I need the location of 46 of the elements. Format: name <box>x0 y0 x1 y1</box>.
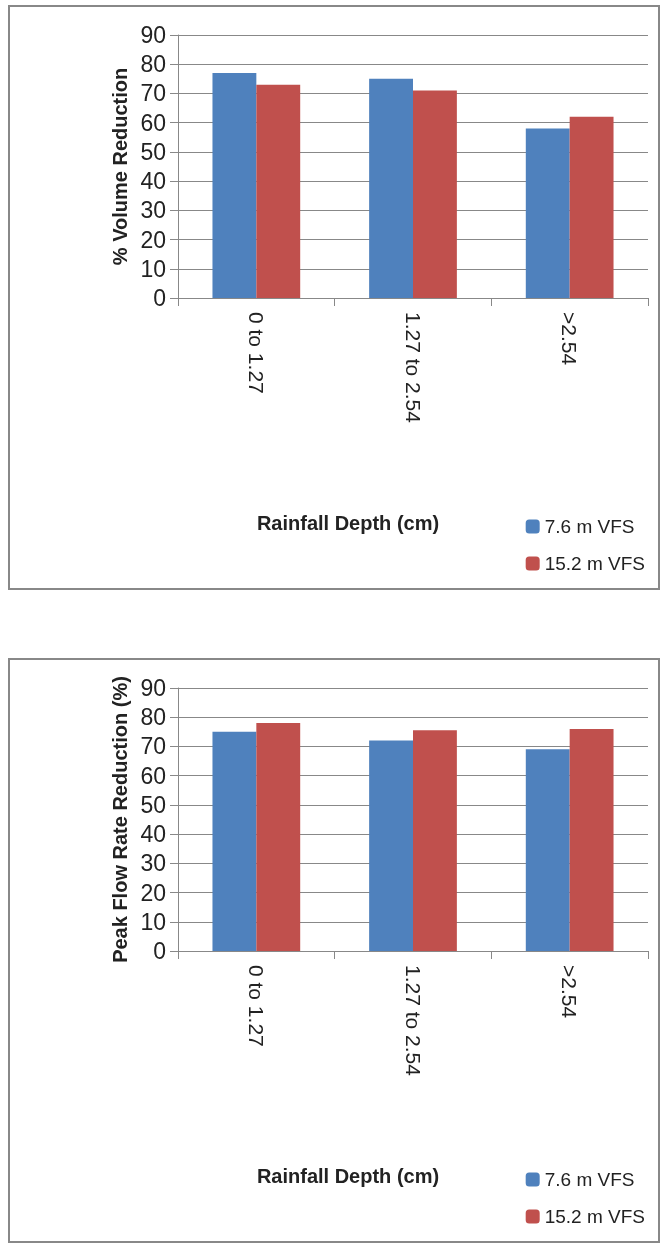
y-tick-label: 80 <box>140 704 166 731</box>
bar <box>256 723 301 951</box>
bar <box>369 740 413 951</box>
bar <box>525 128 570 298</box>
y-tick-label: 0 <box>153 938 166 964</box>
y-tick-label: 60 <box>140 762 166 789</box>
bar <box>212 731 257 951</box>
x-tick-label: 1.27 to 2.54 <box>401 312 425 424</box>
y-tick-label: 40 <box>140 168 166 195</box>
y-tick-label: 40 <box>140 821 166 848</box>
x-tick-label: >2.54 <box>558 965 582 1019</box>
bar <box>569 116 614 298</box>
y-tick-label: 90 <box>140 675 166 701</box>
y-tick-label: 60 <box>140 109 166 136</box>
y-tick-label: 0 <box>153 285 166 311</box>
bar <box>256 84 301 298</box>
bar <box>413 730 457 951</box>
x-tick-label: 0 to 1.27 <box>244 965 268 1047</box>
bar <box>569 728 614 951</box>
y-tick-label: 30 <box>140 850 166 877</box>
y-tick-label: 50 <box>140 791 166 818</box>
bar <box>369 78 413 298</box>
y-tick-label: 90 <box>140 22 166 48</box>
y-tick-label: 30 <box>140 197 166 224</box>
y-tick-label: 50 <box>140 138 166 165</box>
y-axis-title: Peak Flow Rate Reduction (%) <box>108 676 131 963</box>
legend-label: 7.6 m VFS <box>544 1169 635 1190</box>
legend-label: 15.2 m VFS <box>544 553 646 574</box>
x-tick-label: 1.27 to 2.54 <box>401 965 425 1077</box>
y-tick-label: 20 <box>140 226 166 253</box>
y-axis-title: % Volume Reduction <box>108 67 131 266</box>
legend-label: 7.6 m VFS <box>544 516 635 537</box>
bar <box>413 90 457 298</box>
bar <box>212 72 257 298</box>
x-axis-title: Rainfall Depth (cm) <box>256 512 440 534</box>
x-tick-label: 0 to 1.27 <box>244 312 268 394</box>
y-tick-label: 20 <box>140 879 166 906</box>
x-tick-label: >2.54 <box>558 312 582 366</box>
bar <box>525 749 570 951</box>
y-tick-label: 70 <box>140 80 166 107</box>
y-tick-label: 10 <box>140 255 166 282</box>
y-tick-label: 70 <box>140 733 166 760</box>
legend-label: 15.2 m VFS <box>544 1206 646 1227</box>
x-axis-title: Rainfall Depth (cm) <box>256 1165 440 1187</box>
y-tick-label: 80 <box>140 51 166 78</box>
y-tick-label: 10 <box>140 908 166 935</box>
